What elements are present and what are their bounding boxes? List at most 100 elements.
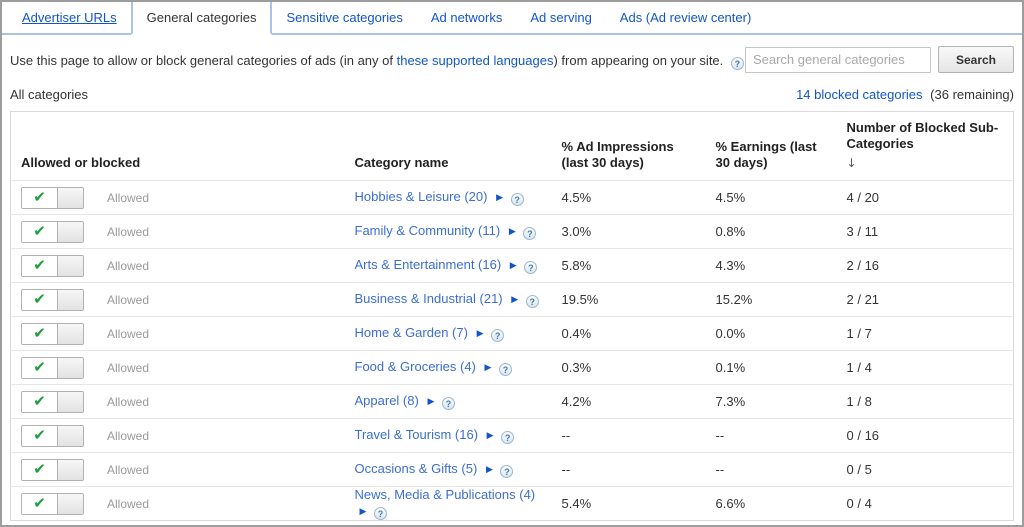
category-link[interactable]: Apparel (8) (354, 393, 419, 408)
block-toggle-segment[interactable] (57, 255, 83, 276)
category-help-icon[interactable]: ? (525, 295, 539, 308)
tab-ad-serving[interactable]: Ad serving (530, 10, 592, 25)
top-section: Use this page to allow or block general … (2, 35, 1022, 111)
tab-ad-networks[interactable]: Ad networks (430, 10, 503, 25)
category-link[interactable]: Food & Groceries (4) (354, 359, 476, 374)
search-input[interactable] (744, 46, 931, 73)
block-toggle-segment[interactable] (57, 493, 83, 514)
impressions-value: 5.8% (551, 248, 706, 283)
tab-general-categories[interactable]: General categories (130, 2, 273, 35)
table-row: ✔ Allowed News, Media & Publications (4)… (10, 486, 1014, 521)
expand-triangle-icon[interactable]: ▶ (496, 193, 504, 203)
allow-block-toggle[interactable]: ✔ (21, 186, 84, 209)
sort-descending-icon[interactable]: ↓ (846, 156, 857, 170)
category-name-cell: Business & Industrial (21) ▶ ? (344, 282, 552, 317)
allowed-check-icon[interactable]: ✔ (22, 323, 57, 344)
earnings-value: 7.3% (705, 384, 837, 419)
page-description: Use this page to allow or block general … (10, 46, 744, 70)
category-help-icon[interactable]: ? (374, 507, 388, 520)
expand-triangle-icon[interactable]: ▶ (485, 465, 493, 475)
block-toggle-segment[interactable] (57, 391, 83, 412)
toggle-state-label: Allowed (107, 190, 150, 205)
expand-triangle-icon[interactable]: ▶ (486, 431, 494, 441)
table-row: ✔ Allowed Business & Industrial (21) ▶ ?… (10, 282, 1014, 317)
allowed-check-icon[interactable]: ✔ (22, 221, 57, 242)
toggle-state-label: Allowed (107, 394, 150, 409)
category-help-icon[interactable]: ? (524, 261, 538, 274)
blocked-categories-link[interactable]: 14 blocked categories (796, 87, 923, 102)
allow-block-toggle[interactable]: ✔ (21, 322, 84, 345)
allowed-check-icon[interactable]: ✔ (22, 425, 57, 446)
column-header-ad-impressions[interactable]: % Ad Impressions (last 30 days) (561, 139, 674, 170)
block-toggle-segment[interactable] (57, 459, 83, 480)
column-header-category-name[interactable]: Category name (354, 155, 449, 170)
allow-block-toggle[interactable]: ✔ (21, 390, 84, 413)
earnings-value: 0.0% (705, 316, 837, 351)
column-header-allowed-or-blocked[interactable]: Allowed or blocked (21, 155, 141, 170)
allow-block-toggle[interactable]: ✔ (21, 424, 84, 447)
allow-block-toggle[interactable]: ✔ (21, 458, 84, 481)
allowed-check-icon[interactable]: ✔ (22, 255, 57, 276)
earnings-value: 15.2% (705, 282, 837, 317)
expand-triangle-icon[interactable]: ▶ (511, 295, 519, 305)
allowed-check-icon[interactable]: ✔ (22, 187, 57, 208)
category-help-icon[interactable]: ? (501, 431, 515, 444)
allow-block-toggle[interactable]: ✔ (21, 254, 84, 277)
expand-triangle-icon[interactable]: ▶ (508, 227, 516, 237)
category-link[interactable]: Family & Community (11) (354, 223, 501, 238)
table-body: ✔ Allowed Hobbies & Leisure (20) ▶ ? 4.5… (10, 180, 1014, 521)
table-row: ✔ Allowed Apparel (8) ▶ ? 4.2% 7.3% 1 / … (10, 384, 1014, 419)
allowed-check-icon[interactable]: ✔ (22, 391, 57, 412)
allowed-check-icon[interactable]: ✔ (22, 459, 57, 480)
category-help-icon[interactable]: ? (500, 465, 514, 478)
expand-triangle-icon[interactable]: ▶ (427, 397, 435, 407)
table-row: ✔ Allowed Arts & Entertainment (16) ▶ ? … (10, 248, 1014, 283)
allow-block-toggle[interactable]: ✔ (21, 288, 84, 311)
category-link[interactable]: Arts & Entertainment (16) (354, 257, 502, 272)
tab-ad-review-center[interactable]: Ads (Ad review center) (619, 10, 752, 25)
allow-block-toggle[interactable]: ✔ (21, 492, 84, 515)
category-link[interactable]: Business & Industrial (21) (354, 291, 503, 306)
allow-block-toggle[interactable]: ✔ (21, 356, 84, 379)
block-toggle-segment[interactable] (57, 425, 83, 446)
category-link[interactable]: Home & Garden (7) (354, 325, 468, 340)
expand-triangle-icon[interactable]: ▶ (484, 363, 492, 373)
column-header-blocked-subcategories[interactable]: Number of Blocked Sub-Categories ↓ (837, 112, 1014, 181)
tab-advertiser-urls[interactable]: Advertiser URLs (22, 10, 117, 25)
column-header-earnings[interactable]: % Earnings (last 30 days) (715, 139, 817, 170)
allowed-check-icon[interactable]: ✔ (22, 357, 57, 378)
block-toggle-segment[interactable] (57, 187, 83, 208)
allowed-check-icon[interactable]: ✔ (22, 493, 57, 514)
expand-triangle-icon[interactable]: ▶ (476, 329, 484, 339)
expand-triangle-icon[interactable]: ▶ (509, 261, 517, 271)
category-link[interactable]: Hobbies & Leisure (20) (354, 189, 488, 204)
block-toggle-segment[interactable] (57, 289, 83, 310)
impressions-value: 4.2% (551, 384, 706, 419)
category-help-icon[interactable]: ? (499, 363, 513, 376)
category-help-icon[interactable]: ? (523, 227, 537, 240)
category-link[interactable]: Travel & Tourism (16) (354, 427, 479, 442)
tab-sensitive-categories[interactable]: Sensitive categories (286, 10, 403, 25)
toggle-state-label: Allowed (107, 496, 150, 511)
block-toggle-segment[interactable] (57, 221, 83, 242)
block-toggle-segment[interactable] (57, 357, 83, 378)
allowed-check-icon[interactable]: ✔ (22, 289, 57, 310)
blocked-subcategories-value: 2 / 16 (836, 248, 1014, 283)
table-row: ✔ Allowed Food & Groceries (4) ▶ ? 0.3% … (10, 350, 1014, 385)
impressions-value: 5.4% (551, 486, 706, 521)
allowed-or-blocked-cell: ✔ Allowed (10, 452, 345, 487)
category-help-icon[interactable]: ? (441, 397, 455, 410)
blocked-subcategories-value: 1 / 4 (836, 350, 1014, 385)
search-button[interactable]: Search (937, 46, 1014, 73)
category-help-icon[interactable]: ? (510, 193, 524, 206)
category-link[interactable]: Occasions & Gifts (5) (354, 461, 478, 476)
block-toggle-segment[interactable] (57, 323, 83, 344)
impressions-value: -- (551, 452, 706, 487)
supported-languages-link[interactable]: these supported languages (396, 53, 554, 68)
category-link[interactable]: News, Media & Publications (4) (354, 487, 536, 502)
allow-block-toggle[interactable]: ✔ (21, 220, 84, 243)
earnings-value: -- (705, 452, 837, 487)
expand-triangle-icon[interactable]: ▶ (359, 507, 367, 517)
help-icon[interactable]: ? (730, 57, 744, 70)
category-help-icon[interactable]: ? (491, 329, 505, 342)
